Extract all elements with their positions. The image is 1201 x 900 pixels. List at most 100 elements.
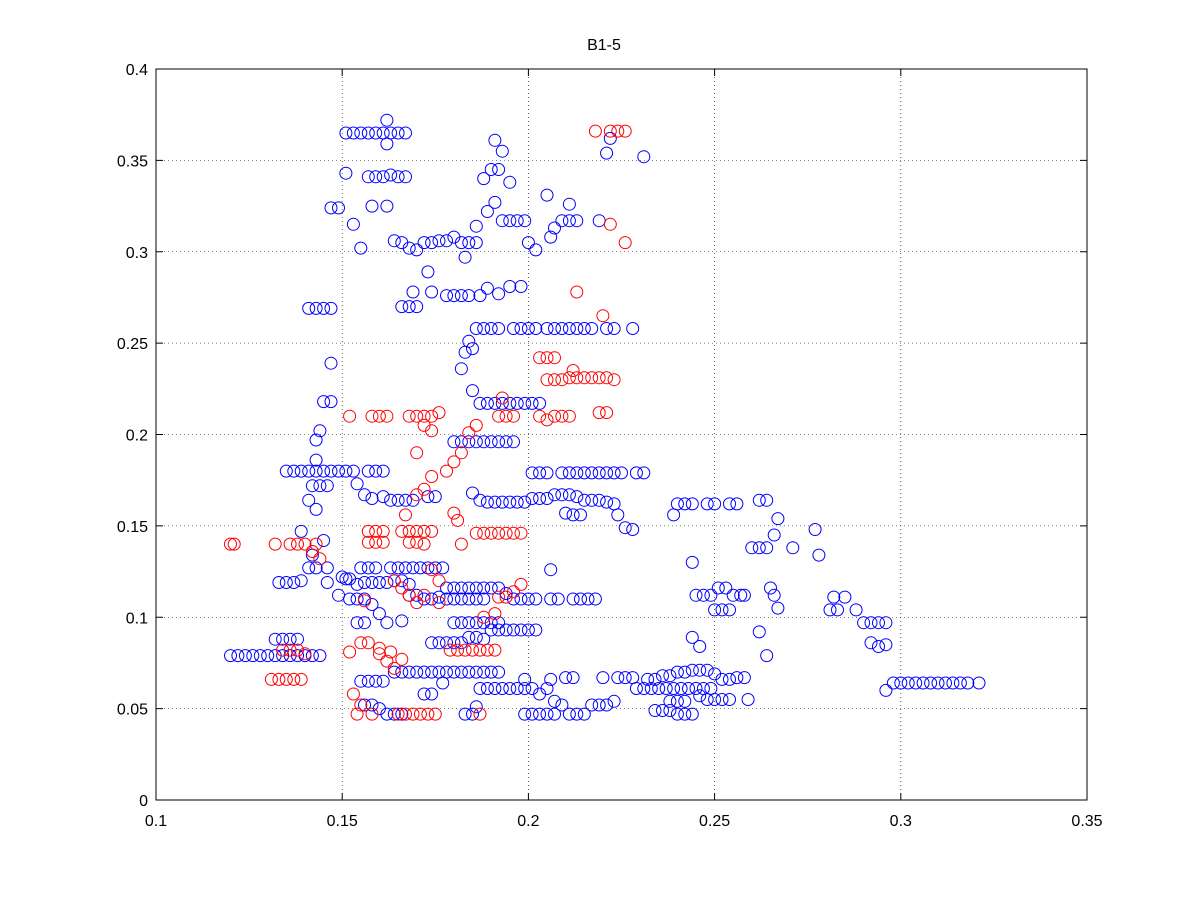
data-point xyxy=(600,466,614,480)
data-point xyxy=(525,396,539,410)
data-point xyxy=(879,683,893,697)
data-point xyxy=(823,603,837,617)
data-point xyxy=(238,649,252,663)
data-point xyxy=(399,493,412,507)
data-point xyxy=(872,640,885,653)
data-point xyxy=(410,409,424,423)
data-point xyxy=(480,495,494,509)
data-point xyxy=(540,492,554,505)
data-point xyxy=(618,671,632,685)
data-point xyxy=(492,322,506,335)
data-point xyxy=(760,493,774,507)
data-point xyxy=(656,669,669,683)
data-point xyxy=(350,577,364,591)
data-point xyxy=(626,671,640,685)
data-point xyxy=(488,133,502,147)
data-point xyxy=(477,581,491,595)
data-point xyxy=(510,682,524,695)
data-point xyxy=(682,682,695,695)
data-point xyxy=(946,676,960,690)
data-point xyxy=(402,665,416,679)
data-point xyxy=(279,464,293,478)
data-point xyxy=(376,126,390,140)
data-point xyxy=(507,409,520,423)
data-point xyxy=(715,603,729,617)
data-point xyxy=(570,214,584,228)
data-point xyxy=(410,524,424,538)
data-point xyxy=(518,396,532,410)
data-point xyxy=(380,113,394,127)
data-point xyxy=(447,455,461,469)
data-point xyxy=(566,592,580,606)
data-point xyxy=(480,643,494,657)
data-point xyxy=(440,234,453,248)
data-point xyxy=(600,698,614,712)
data-point xyxy=(346,217,360,231)
data-point xyxy=(399,508,412,522)
data-point xyxy=(745,541,759,555)
data-point xyxy=(626,322,640,335)
data-point xyxy=(488,195,502,209)
data-point xyxy=(507,526,520,540)
data-point xyxy=(596,309,610,323)
data-point xyxy=(551,592,565,606)
data-point xyxy=(521,236,535,250)
data-point xyxy=(305,479,319,493)
data-point xyxy=(577,322,591,335)
data-point xyxy=(458,707,472,721)
data-point xyxy=(592,214,606,228)
data-point xyxy=(540,322,554,335)
data-point xyxy=(518,672,532,686)
data-point xyxy=(391,493,405,507)
data-point xyxy=(577,493,591,507)
data-point xyxy=(618,124,632,138)
data-point xyxy=(410,665,424,679)
data-point xyxy=(808,523,822,536)
data-point xyxy=(462,435,476,449)
data-point xyxy=(387,234,401,248)
data-point xyxy=(525,466,539,480)
data-point xyxy=(313,552,327,566)
data-point xyxy=(425,636,439,650)
data-point xyxy=(361,464,375,478)
data-point xyxy=(559,671,573,685)
data-point xyxy=(499,623,513,637)
data-point xyxy=(391,561,405,575)
data-point xyxy=(432,590,446,604)
data-point xyxy=(696,682,710,695)
data-point xyxy=(570,466,584,480)
data-point xyxy=(309,464,323,478)
data-point xyxy=(592,371,606,385)
data-point xyxy=(562,322,576,335)
data-point xyxy=(723,672,736,686)
data-point xyxy=(562,371,576,385)
data-point xyxy=(540,373,554,387)
data-point xyxy=(462,665,476,679)
data-point xyxy=(365,492,379,505)
data-point xyxy=(477,322,491,335)
data-point xyxy=(708,693,722,706)
x-tick-label: 0.2 xyxy=(517,813,539,830)
data-point xyxy=(719,581,733,595)
data-point xyxy=(406,561,420,575)
data-point xyxy=(723,497,736,511)
data-point xyxy=(451,643,465,657)
data-point xyxy=(618,236,632,250)
data-point xyxy=(548,409,561,423)
data-point xyxy=(574,592,587,606)
data-point xyxy=(566,364,580,377)
data-point xyxy=(570,707,584,721)
data-point xyxy=(585,698,599,712)
data-point xyxy=(402,300,416,314)
data-point xyxy=(317,301,331,315)
data-point xyxy=(365,698,379,712)
data-point xyxy=(548,373,561,387)
data-point xyxy=(339,126,353,140)
data-point xyxy=(838,590,852,604)
data-point xyxy=(484,665,498,679)
data-point xyxy=(447,506,461,520)
data-point xyxy=(652,682,666,695)
data-point xyxy=(428,707,442,721)
data-point xyxy=(469,526,483,540)
data-point xyxy=(685,707,699,721)
